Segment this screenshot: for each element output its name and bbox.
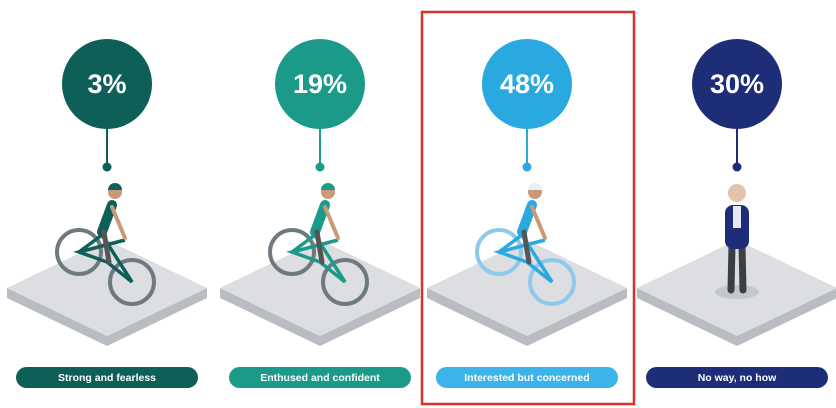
stem-dot: [733, 163, 742, 172]
shadow: [715, 285, 759, 299]
head: [728, 184, 746, 202]
percent-value: 3%: [87, 69, 126, 99]
label-text: No way, no how: [698, 372, 777, 384]
label-text: Enthused and confident: [260, 372, 380, 384]
stem-dot: [103, 163, 112, 172]
leg: [731, 245, 732, 290]
percent-value: 19%: [293, 69, 347, 99]
page: 3% Strong and fearless 19% Enthused and con…: [0, 0, 836, 408]
infographic: 3% Strong and fearless 19% Enthused and con…: [0, 0, 836, 408]
percent-value: 48%: [500, 69, 554, 99]
leg: [742, 245, 743, 290]
shirt: [733, 206, 741, 228]
label-text: Strong and fearless: [58, 372, 156, 384]
percent-value: 30%: [710, 69, 764, 99]
label-text: Interested but concerned: [464, 372, 589, 384]
stem-dot: [316, 163, 325, 172]
stem-dot: [523, 163, 532, 172]
